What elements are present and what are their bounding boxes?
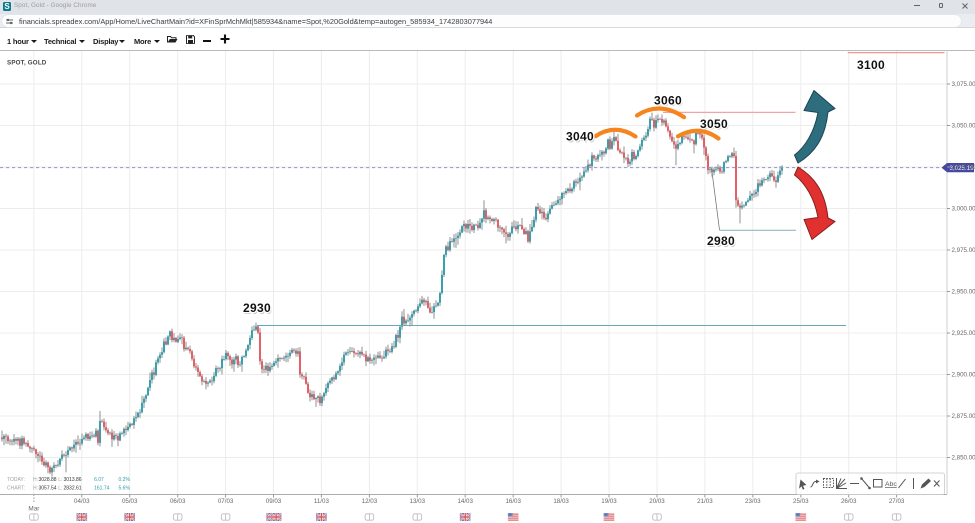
svg-text:5.6%: 5.6% xyxy=(119,486,131,492)
svg-text:20/03: 20/03 xyxy=(649,498,665,505)
svg-text:23/03: 23/03 xyxy=(745,498,761,505)
svg-text:Mar: Mar xyxy=(28,505,40,512)
svg-text:161.74: 161.74 xyxy=(94,486,110,492)
svg-text:19/03: 19/03 xyxy=(601,498,617,505)
svg-text:3028.88: 3028.88 xyxy=(39,477,57,483)
svg-text:2,900.00: 2,900.00 xyxy=(952,372,975,379)
svg-text:CHART:: CHART: xyxy=(7,486,25,492)
svg-text:06/03: 06/03 xyxy=(170,498,186,505)
svg-text:3050: 3050 xyxy=(701,119,729,133)
svg-text:2832.61: 2832.61 xyxy=(64,486,82,492)
svg-text:2,950.00: 2,950.00 xyxy=(952,289,975,296)
svg-text:3,025.00: 3,025.00 xyxy=(952,164,975,171)
svg-text:2930: 2930 xyxy=(243,301,271,315)
svg-text:18/03: 18/03 xyxy=(553,498,569,505)
svg-text:2930: 2930 xyxy=(244,303,272,317)
svg-text:3060: 3060 xyxy=(655,95,683,109)
svg-text:3013.86: 3013.86 xyxy=(64,477,82,483)
svg-text:3050: 3050 xyxy=(700,117,728,131)
svg-text:3100: 3100 xyxy=(858,60,886,74)
svg-text:26/03: 26/03 xyxy=(841,498,857,505)
svg-text:TODAY:: TODAY: xyxy=(7,477,25,483)
svg-text:6.07: 6.07 xyxy=(94,477,104,483)
svg-text:2,975.00: 2,975.00 xyxy=(952,247,975,254)
svg-text:04/03: 04/03 xyxy=(74,498,90,505)
svg-text:3100: 3100 xyxy=(857,58,885,72)
svg-text:3057.54: 3057.54 xyxy=(39,486,57,492)
svg-text:3,000.00: 3,000.00 xyxy=(952,206,975,213)
svg-text:2980: 2980 xyxy=(708,236,736,250)
svg-text:3,075.00: 3,075.00 xyxy=(952,81,975,88)
svg-text:3060: 3060 xyxy=(654,94,682,108)
svg-text:2,925.00: 2,925.00 xyxy=(952,330,975,337)
svg-text:0.2%: 0.2% xyxy=(119,477,131,483)
svg-text:H:: H: xyxy=(33,486,38,492)
svg-text:2,875.00: 2,875.00 xyxy=(952,413,975,420)
svg-text:07/03: 07/03 xyxy=(218,498,234,505)
svg-text:2980: 2980 xyxy=(707,234,735,248)
svg-text:SPOT, GOLD: SPOT, GOLD xyxy=(7,59,47,66)
svg-text:L:: L: xyxy=(58,477,62,483)
svg-text:13/03: 13/03 xyxy=(410,498,426,505)
svg-text:05/03: 05/03 xyxy=(122,498,138,505)
svg-text:3040: 3040 xyxy=(567,131,595,145)
svg-text:3040: 3040 xyxy=(566,130,594,144)
svg-text:21/03: 21/03 xyxy=(697,498,713,505)
svg-text:3,050.00: 3,050.00 xyxy=(952,123,975,130)
svg-text:14/03: 14/03 xyxy=(457,498,473,505)
svg-text:L:: L: xyxy=(58,486,62,492)
svg-text:25/03: 25/03 xyxy=(793,498,809,505)
svg-text:Abc: Abc xyxy=(885,481,897,488)
svg-text:2,850.00: 2,850.00 xyxy=(952,455,975,462)
svg-text:16/03: 16/03 xyxy=(505,498,521,505)
svg-text:27/03: 27/03 xyxy=(889,498,905,505)
svg-text:H:: H: xyxy=(33,477,38,483)
svg-text:11/03: 11/03 xyxy=(314,498,330,505)
svg-text:09/03: 09/03 xyxy=(266,498,282,505)
svg-text:12/03: 12/03 xyxy=(362,498,378,505)
svg-text:3,025.19: 3,025.19 xyxy=(950,165,975,172)
